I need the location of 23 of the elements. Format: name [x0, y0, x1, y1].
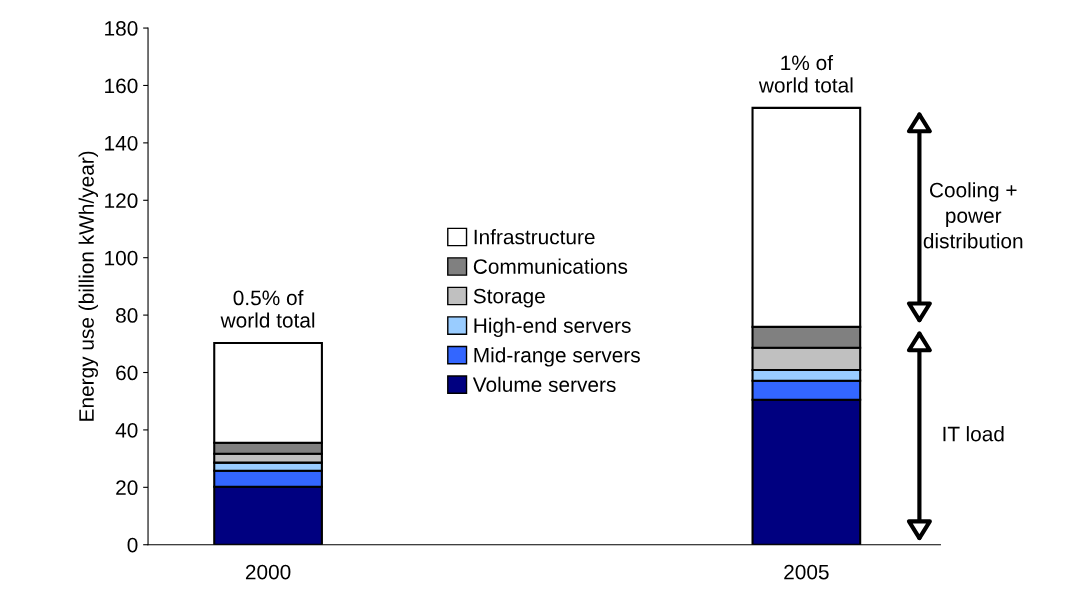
legend-label: Volume servers	[472, 376, 616, 393]
annotation: Cooling + power distribution	[923, 182, 1023, 249]
y-tick-label: 140	[105, 135, 138, 151]
y-tick-label: 80	[116, 308, 138, 323]
x-tick-label: 2005	[784, 564, 829, 580]
y-axis-title: Energy use (billion kWh/year)	[78, 151, 98, 421]
legend-label: Storage	[473, 288, 545, 308]
legend-label: High-end servers	[474, 317, 631, 338]
text: IT load	[943, 426, 1004, 442]
legend-label: Communications	[473, 258, 628, 274]
legend-label: Infrastructure	[474, 229, 595, 245]
y-tick-label: 160	[105, 78, 138, 94]
y-tick-label: 100	[105, 250, 138, 266]
y-tick-label: 120	[105, 193, 138, 209]
x-tick-label: 2000	[245, 564, 291, 580]
y-tick-label: 60	[116, 365, 138, 381]
y-tick-label: 40	[115, 422, 138, 438]
y-tick-label: 20	[116, 480, 138, 496]
legend-label: Mid-range servers	[474, 347, 640, 367]
y-tick-label: 0	[127, 537, 138, 553]
annotation: 0.5% of world total	[220, 289, 315, 328]
annotation: 1% of world total	[758, 54, 853, 93]
y-tick-label: 180	[105, 21, 138, 36]
